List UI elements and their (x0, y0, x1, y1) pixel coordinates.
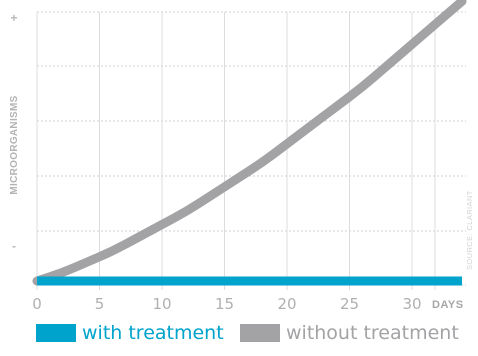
legend-swatch-with-treatment (36, 324, 76, 342)
x-tick-label: 0 (32, 295, 42, 313)
legend-label-without-treatment: without treatment (286, 322, 459, 344)
x-tick-label: 10 (152, 295, 171, 313)
legend-item-without-treatment: without treatment (240, 322, 459, 344)
y-axis-bottom-mark: - (12, 239, 16, 253)
x-tick-label: 15 (215, 295, 234, 313)
x-axis-unit: DAYS (432, 299, 464, 311)
legend-swatch-without-treatment (240, 324, 280, 342)
legend: with treatment without treatment (0, 322, 478, 356)
legend-item-with-treatment: with treatment (36, 322, 224, 344)
y-axis-label: MICROORGANISMS (9, 95, 20, 194)
legend-label-with-treatment: with treatment (82, 322, 224, 344)
x-tick-label: 25 (340, 295, 359, 313)
chart: 0 5 10 15 20 25 30 DAYS MICROORGANISMS + - SOU… (9, 0, 474, 313)
series-layer (32, 0, 467, 286)
x-tick-label: 5 (95, 295, 105, 313)
x-tick-label: 20 (277, 295, 296, 313)
source-note: SOURCE: CLARIANT (465, 190, 474, 270)
y-axis-top-mark: + (10, 11, 17, 25)
x-axis-ticks: 0 5 10 15 20 25 30 (32, 295, 421, 313)
x-tick-label: 30 (402, 295, 421, 313)
series-without-treatment-line (32, 0, 467, 286)
